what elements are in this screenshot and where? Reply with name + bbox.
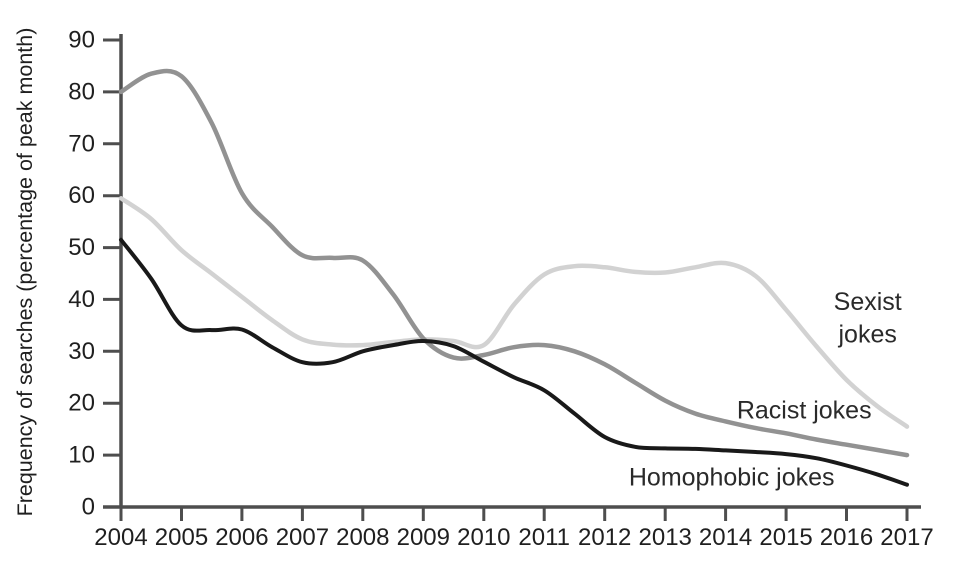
- racist-jokes-label: Racist jokes: [737, 397, 872, 425]
- x-tick-label: 2005: [155, 524, 208, 551]
- y-tick-label: 90: [68, 27, 95, 54]
- sexist-jokes-label: Sexist: [834, 288, 902, 316]
- y-axis-title: Frequency of searches (percentage of pea…: [13, 28, 37, 517]
- sexist-jokes-line: [118, 196, 910, 429]
- x-tick-label: 2017: [880, 524, 933, 551]
- y-tick-label: 0: [82, 494, 95, 521]
- axes: 0 10 20 30 40 50 60 70 80 90 2004 2005 2006 2007 2008 2…: [68, 27, 933, 552]
- series-lines: [118, 68, 910, 487]
- y-tick-label: 40: [68, 286, 95, 313]
- x-tick-label: 2010: [457, 524, 510, 551]
- sexist-jokes-label: jokes: [838, 321, 897, 349]
- x-tick-label: 2009: [397, 524, 450, 551]
- x-tick-label: 2012: [578, 524, 631, 551]
- y-tick-label: 30: [68, 338, 95, 365]
- y-tick-label: 80: [68, 78, 95, 105]
- homophobic-jokes-label: Homophobic jokes: [629, 463, 835, 491]
- y-tick-label: 60: [68, 182, 95, 209]
- homophobic-jokes-line: [119, 237, 909, 487]
- series-labels: Sexist jokes Racist jokes Homophobic jokes: [629, 288, 902, 491]
- x-tick-label: 2006: [215, 524, 268, 551]
- x-tick-label: 2015: [759, 524, 812, 551]
- x-tick-label: 2011: [518, 524, 570, 551]
- racist-jokes-line: [118, 68, 910, 458]
- x-tick-label: 2016: [820, 524, 873, 551]
- y-tick-label: 70: [68, 130, 95, 157]
- y-tick-label: 10: [68, 442, 95, 469]
- x-tick-label: 2004: [94, 524, 147, 551]
- x-tick-label: 2014: [699, 524, 752, 551]
- x-tick-label: 2008: [336, 524, 389, 551]
- y-tick-label: 20: [68, 390, 95, 417]
- x-tick-label: 2013: [639, 524, 692, 551]
- x-tick-label: 2007: [276, 524, 329, 551]
- y-tick-label: 50: [68, 234, 95, 261]
